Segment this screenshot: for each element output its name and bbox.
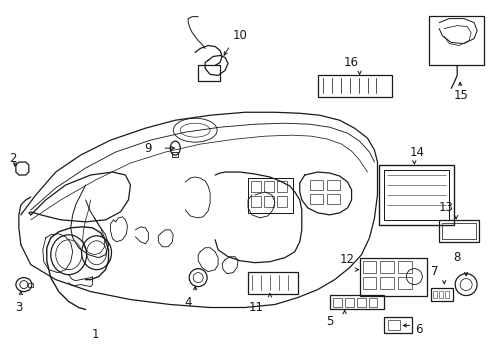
Text: 10: 10 (232, 29, 247, 42)
Bar (198, 66, 220, 81)
Bar (398, 261, 411, 273)
Bar (398, 276, 411, 289)
Bar (362, 276, 376, 289)
Bar (384, 170, 448, 220)
Bar (332, 298, 341, 306)
Bar (172, 152, 178, 157)
Bar (247, 272, 297, 293)
Bar (380, 276, 394, 289)
Bar (380, 261, 394, 273)
Bar (356, 298, 365, 306)
Text: 11: 11 (248, 301, 263, 314)
Text: 5: 5 (325, 315, 333, 328)
Bar (329, 294, 384, 310)
Text: 8: 8 (452, 251, 460, 264)
Bar (379, 165, 453, 225)
Text: 15: 15 (453, 89, 468, 102)
Bar (247, 178, 292, 213)
Text: 4: 4 (184, 296, 192, 309)
Bar (326, 180, 339, 190)
Text: 3: 3 (15, 301, 22, 314)
Bar (438, 291, 442, 298)
Text: 16: 16 (344, 56, 358, 69)
Bar (317, 75, 392, 97)
Bar (444, 291, 448, 298)
Bar (276, 196, 286, 207)
Text: 13: 13 (438, 201, 453, 215)
Bar (441, 223, 475, 239)
Bar (430, 288, 452, 301)
Bar (368, 298, 377, 306)
Bar (438, 220, 478, 242)
Bar (276, 181, 286, 192)
Bar (428, 15, 483, 66)
Bar (359, 258, 427, 296)
Bar (344, 298, 353, 306)
Bar (250, 181, 261, 192)
Bar (250, 196, 261, 207)
Bar (28, 283, 33, 287)
Text: 12: 12 (340, 253, 354, 266)
Text: 1: 1 (92, 328, 99, 341)
Bar (387, 320, 400, 330)
Bar (264, 181, 273, 192)
Text: 6: 6 (415, 323, 422, 336)
Text: 14: 14 (409, 145, 424, 159)
Text: 2: 2 (9, 152, 17, 165)
Bar (264, 196, 273, 207)
Bar (309, 194, 322, 204)
Text: 7: 7 (429, 265, 437, 278)
Bar (309, 180, 322, 190)
Bar (362, 261, 376, 273)
Bar (432, 291, 436, 298)
Bar (384, 318, 411, 333)
Bar (326, 194, 339, 204)
Text: 9: 9 (144, 141, 152, 155)
